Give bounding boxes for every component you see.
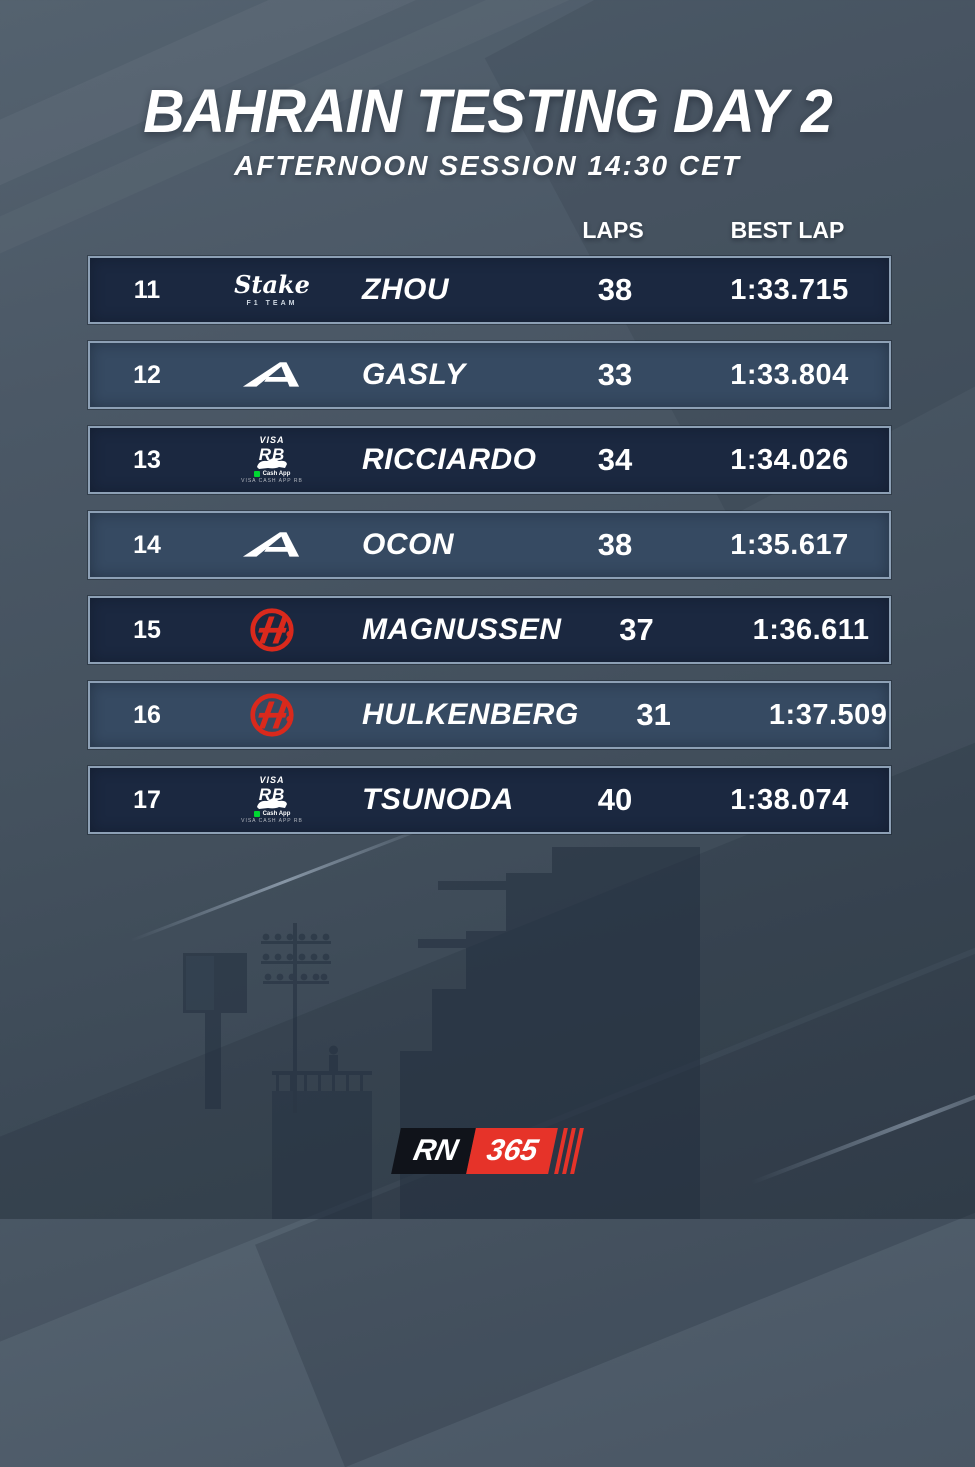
best-lap-value: 1:38.074 — [730, 783, 849, 816]
best-lap-value: 1:34.026 — [730, 443, 849, 476]
rn365-logo-stripes — [554, 1128, 585, 1174]
position-value: 11 — [133, 275, 161, 304]
team-logo — [204, 360, 340, 390]
column-header-laps: LAPS — [582, 216, 644, 243]
stake-f1-team-logo: Stake F1 TEAM — [234, 270, 310, 308]
page-title: BAHRAIN TESTING DAY 2 — [143, 77, 833, 145]
table-row: 15 MAGNUSSEN 37 1:36.611 — [88, 596, 891, 664]
team-logo — [204, 605, 340, 655]
laps-value: 40 — [597, 782, 633, 817]
laps-value: 31 — [636, 697, 671, 732]
laps-value: 38 — [597, 527, 633, 562]
page-subtitle: AFTERNOON SESSION 14:30 CET — [234, 150, 741, 181]
bull-icon — [256, 798, 287, 809]
haas-logo — [250, 693, 294, 737]
visa-cash-app-rb-logo: VISA RB Cash App VISA CASH APP RB — [241, 435, 303, 484]
best-lap-value: 1:35.617 — [730, 528, 849, 561]
team-logo — [204, 530, 340, 560]
bull-icon — [256, 458, 287, 469]
laps-value: 38 — [597, 272, 633, 307]
cash-app-icon — [253, 471, 260, 477]
driver-name: MAGNUSSEN — [362, 613, 562, 646]
team-logo: VISA RB Cash App VISA CASH APP RB — [204, 776, 340, 824]
rn365-logo: RN 365 — [0, 1128, 975, 1174]
results-table: 11 Stake F1 TEAM ZHOU 38 1:33.715 12 GAS… — [0, 256, 975, 851]
best-lap-value: 1:33.804 — [730, 358, 849, 391]
column-header-best-lap: BEST LAP — [730, 216, 845, 243]
team-logo: VISA RB Cash App VISA CASH APP RB — [204, 436, 340, 484]
position-value: 17 — [133, 785, 161, 814]
haas-logo — [250, 608, 294, 652]
laps-value: 33 — [597, 357, 633, 392]
position-value: 14 — [133, 530, 161, 559]
alpine-logo — [242, 532, 300, 557]
position-value: 15 — [133, 615, 161, 644]
team-logo — [204, 690, 340, 740]
table-header: LAPS BEST LAP — [88, 212, 887, 248]
driver-name: RICCIARDO — [362, 443, 537, 476]
best-lap-value: 1:37.509 — [768, 698, 888, 731]
position-value: 12 — [133, 360, 161, 389]
table-row: 17 VISA RB Cash App VISA CASH APP RB TSU… — [88, 766, 891, 834]
alpine-logo — [242, 362, 300, 387]
best-lap-value: 1:33.715 — [730, 273, 849, 306]
best-lap-value: 1:36.611 — [752, 613, 870, 646]
driver-name: HULKENBERG — [362, 698, 579, 731]
table-row: 11 Stake F1 TEAM ZHOU 38 1:33.715 — [88, 256, 891, 324]
laps-value: 34 — [597, 442, 633, 477]
visa-cash-app-rb-logo: VISA RB Cash App VISA CASH APP RB — [241, 775, 303, 824]
position-value: 13 — [133, 445, 161, 474]
laps-value: 37 — [619, 612, 654, 647]
driver-name: GASLY — [362, 358, 466, 391]
cash-app-icon — [253, 811, 260, 817]
team-logo: Stake F1 TEAM — [204, 270, 340, 308]
driver-name: OCON — [362, 528, 454, 561]
driver-name: ZHOU — [362, 273, 449, 306]
table-row: 16 HULKENBERG 31 1:37.509 — [88, 681, 891, 749]
rn365-logo-rn: RN — [390, 1128, 477, 1174]
table-row: 12 GASLY 33 1:33.804 — [88, 341, 891, 409]
table-row: 14 OCON 38 1:35.617 — [88, 511, 891, 579]
rn365-logo-365: 365 — [466, 1128, 559, 1174]
position-value: 16 — [133, 700, 161, 729]
table-row: 13 VISA RB Cash App VISA CASH APP RB RIC… — [88, 426, 891, 494]
driver-name: TSUNODA — [362, 783, 514, 816]
